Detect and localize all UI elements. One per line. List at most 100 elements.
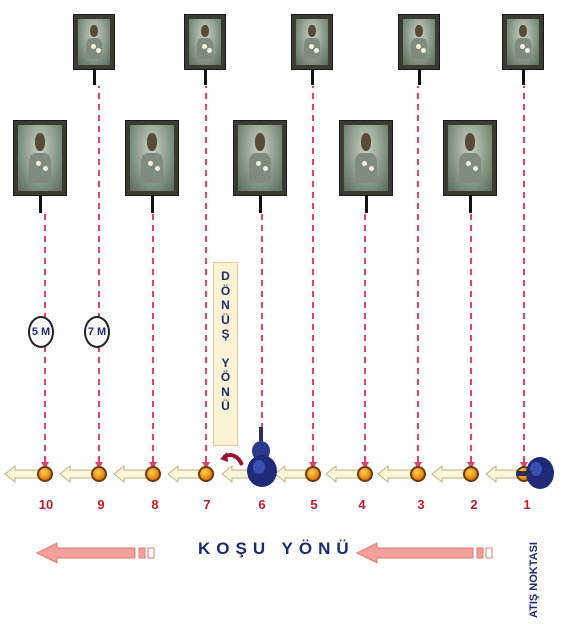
target-silhouette — [18, 125, 62, 191]
bullet-hole — [154, 165, 160, 171]
target-head — [308, 24, 316, 38]
target-silhouette — [403, 19, 435, 65]
bullet-hole — [206, 47, 212, 53]
target-front-row — [13, 120, 67, 213]
target-head — [34, 132, 46, 152]
firing-position-marker — [37, 466, 53, 482]
target-silhouette — [78, 19, 110, 65]
bullet-hole — [42, 165, 48, 171]
bullet-hole — [465, 161, 471, 167]
bullet-hole — [313, 47, 319, 53]
bullet-hole — [35, 161, 41, 167]
target-pole — [258, 195, 262, 213]
target-head — [146, 132, 158, 152]
distance-marker-7m: 7 M — [84, 316, 110, 348]
distance-marker-5m: 5 M — [28, 316, 54, 348]
firing-point-label: ATIŞ NOKTASI — [528, 542, 540, 618]
bullet-hole — [415, 44, 421, 50]
target-front-row — [125, 120, 179, 213]
turn-letter: Ş — [221, 327, 230, 341]
target-front-row — [339, 120, 393, 213]
bullet-hole — [308, 44, 314, 50]
turn-letter: N — [221, 384, 230, 399]
line-arrowhead — [95, 462, 103, 469]
position-number-2: 2 — [470, 497, 478, 512]
line-arrowhead — [309, 462, 317, 469]
position-number-8: 8 — [151, 497, 159, 512]
line-arrowhead — [520, 462, 528, 469]
bullet-hole — [519, 44, 525, 50]
target-pole — [203, 69, 207, 85]
target-back-row — [398, 14, 440, 85]
turn-letter: Ü — [221, 399, 230, 413]
target-silhouette — [296, 19, 328, 65]
target-pole — [310, 69, 314, 85]
line-arrowhead — [202, 462, 210, 469]
firing-position-marker — [305, 466, 321, 482]
turn-letter: Y — [221, 355, 230, 370]
firing-position-marker — [145, 466, 161, 482]
target-head — [464, 132, 476, 152]
bullet-hole — [90, 44, 96, 50]
running-direction-arrow-right-icon — [355, 542, 493, 564]
bullet-hole — [147, 161, 153, 167]
target-back-row — [291, 14, 333, 85]
target-head — [519, 24, 527, 38]
target-back-row — [502, 14, 544, 85]
bullet-hole — [95, 47, 101, 53]
bullet-hole — [420, 47, 426, 53]
target-head — [90, 24, 98, 38]
target-front-row — [233, 120, 287, 213]
bullet-hole — [472, 165, 478, 171]
running-direction-label: KOŞU YÖNÜ — [198, 539, 355, 558]
firing-position-marker — [91, 466, 107, 482]
target-silhouette — [238, 125, 282, 191]
target-torso — [458, 152, 482, 184]
bullet-hole — [524, 47, 530, 53]
shooter-figure-center — [247, 427, 277, 487]
position-number-1: 1 — [523, 497, 531, 512]
position-number-5: 5 — [310, 497, 318, 512]
bullet-hole — [368, 165, 374, 171]
shooter-figure-firing-point — [516, 457, 554, 489]
target-head — [360, 132, 372, 152]
position-number-4: 4 — [358, 497, 366, 512]
turn-letter: Ö — [220, 283, 231, 298]
position-number-9: 9 — [97, 497, 105, 512]
turn-direction-box: D Ö N Ü Ş Y Ö N Ü — [213, 262, 238, 446]
turn-arrow-icon — [220, 452, 244, 466]
target-back-row — [184, 14, 226, 85]
turn-letter: D — [221, 269, 230, 283]
target-silhouette — [189, 19, 221, 65]
target-pole — [92, 69, 96, 85]
turn-letter-gap — [214, 342, 237, 356]
target-pole — [150, 195, 154, 213]
line-arrowhead — [361, 462, 369, 469]
bullet-hole — [201, 44, 207, 50]
target-silhouette — [344, 125, 388, 191]
target-head — [415, 24, 423, 38]
bullet-hole — [255, 161, 261, 167]
target-torso — [140, 152, 164, 184]
target-torso — [28, 152, 52, 184]
target-pole — [521, 69, 525, 85]
target-pole — [417, 69, 421, 85]
bullet-hole — [361, 161, 367, 167]
line-arrowhead — [149, 462, 157, 469]
target-pole — [38, 195, 42, 213]
target-front-row — [443, 120, 497, 213]
target-silhouette — [507, 19, 539, 65]
target-pole — [468, 195, 472, 213]
target-head — [201, 24, 209, 38]
firing-position-marker — [357, 466, 373, 482]
target-silhouette — [448, 125, 492, 191]
line-arrowhead — [41, 462, 49, 469]
target-head — [254, 132, 266, 152]
position-number-3: 3 — [417, 497, 425, 512]
target-silhouette — [130, 125, 174, 191]
firing-position-marker — [410, 466, 426, 482]
target-torso — [354, 152, 378, 184]
position-number-10: 10 — [38, 497, 54, 512]
